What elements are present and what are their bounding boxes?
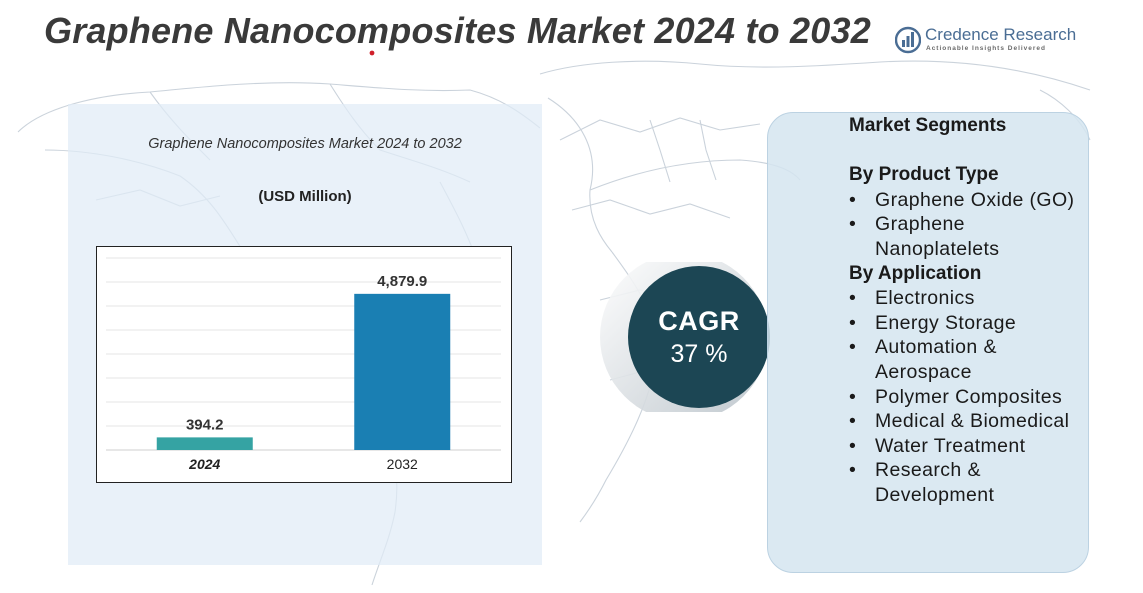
segment-group-title: By Application <box>849 262 982 284</box>
segment-item-label: Graphene Oxide (GO) <box>875 188 1075 211</box>
brand-tagline: Actionable Insights Delivered <box>926 45 1047 52</box>
segment-item-label: Research & Development <box>875 459 995 506</box>
market-segments-list: Market Segments By Product Type • Graphen… <box>849 114 1115 508</box>
cagr-circle: CAGR 37 % <box>628 266 770 408</box>
red-dot-mark <box>369 50 375 56</box>
data-label-2032: 4,879.9 <box>377 273 427 290</box>
brand-name: Credence Research <box>925 25 1077 44</box>
data-label-2024: 394.2 <box>186 416 224 433</box>
chart-unit-label: (USD Million) <box>258 188 352 205</box>
segment-item: • Graphene Oxide (GO) <box>849 188 1075 211</box>
cagr-value: 37 % <box>670 340 728 368</box>
segment-item-label: Water Treatment <box>875 434 1026 457</box>
segment-item: • Electronics <box>849 287 975 310</box>
bar-chart-logo-icon <box>895 26 921 54</box>
segment-item: • Medical & Biomedical <box>849 410 1070 433</box>
segment-item: • Polymer Composites <box>849 385 1063 408</box>
segment-item: • Research & Development <box>849 459 995 506</box>
credence-research-logo: Credence Research Actionable Insights De… <box>895 22 1095 62</box>
segment-item: • Water Treatment <box>849 434 1026 457</box>
segments-heading: Market Segments <box>849 115 1007 136</box>
segment-item-label: Graphene Nanoplatelets <box>875 213 1000 260</box>
market-segments-panel <box>767 112 1089 573</box>
x-tick-label: 2032 <box>387 456 418 472</box>
cagr-label: CAGR <box>658 306 740 336</box>
bar-2032 <box>354 293 451 450</box>
segment-item-label: Electronics <box>875 287 975 310</box>
segment-item-label: Polymer Composites <box>875 385 1063 408</box>
segment-group-title: By Product Type <box>849 164 999 186</box>
segment-item-label: Medical & Biomedical <box>875 410 1070 433</box>
segment-item-label: Automation & Aerospace <box>875 336 997 383</box>
bar-chart: 394.2 4,879.9 2024 2032 <box>96 246 512 483</box>
cagr-badge: CAGR 37 % <box>598 262 774 412</box>
segment-item: • Automation & Aerospace <box>849 336 997 383</box>
page-title: Graphene Nanocomposites Market 2024 to 2… <box>44 10 871 51</box>
chart-title: Graphene Nanocomposites Market 2024 to 2… <box>148 136 462 152</box>
x-tick-label: 2024 <box>188 456 220 472</box>
bar-2024 <box>156 437 253 450</box>
segment-item-label: Energy Storage <box>875 311 1017 334</box>
segment-item: • Energy Storage <box>849 311 1017 334</box>
segment-item: • Graphene Nanoplatelets <box>849 213 1000 260</box>
